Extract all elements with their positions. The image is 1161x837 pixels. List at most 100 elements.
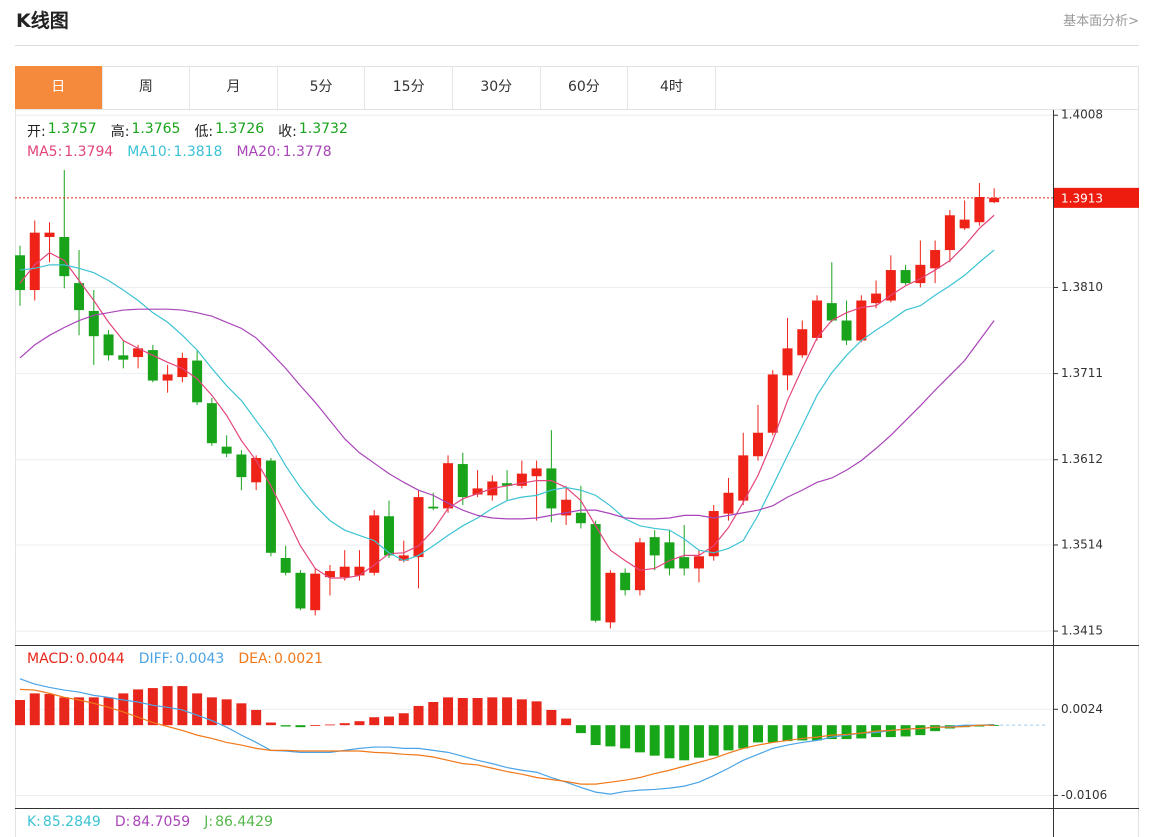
macd-bar	[398, 713, 409, 726]
candle-body	[118, 355, 129, 360]
macd-bar	[384, 716, 394, 726]
y-tick-label: 1.4008	[1061, 108, 1103, 122]
legend-value: 1.3794	[64, 144, 114, 160]
ma-legend: MA5: 1.3794 MA10: 1.3818 MA20: 1.3778	[27, 144, 346, 160]
info-label: 高:	[110, 124, 130, 140]
legend-label: D:	[114, 814, 131, 830]
candle-body	[339, 566, 350, 578]
macd-bar	[885, 725, 896, 738]
info-label: 低:	[194, 124, 214, 140]
info-value: 1.3765	[131, 121, 181, 137]
candle-body	[841, 320, 852, 341]
macd-bar	[88, 697, 99, 726]
macd-bar	[900, 725, 911, 737]
legend-label: J:	[204, 814, 214, 830]
tab[interactable]: 周	[103, 66, 191, 109]
macd-bar	[324, 724, 335, 726]
candle-body	[723, 492, 734, 514]
macd-bar	[59, 697, 70, 726]
candle-body	[472, 488, 483, 495]
candle-body	[959, 219, 970, 229]
candle-body	[74, 283, 85, 311]
legend-value: 0.0043	[175, 651, 225, 667]
macd-bar	[251, 709, 262, 726]
ma-line	[19, 214, 995, 579]
legend-value: 1.3818	[173, 144, 223, 160]
macd-bar	[797, 725, 808, 741]
candle-body	[915, 264, 926, 284]
tab[interactable]: 30分	[453, 66, 541, 109]
candle-body	[605, 572, 616, 623]
legend-label: MACD:	[27, 651, 74, 667]
legend-value: 86.4429	[215, 814, 273, 830]
candle-body	[177, 357, 188, 378]
macd-bar	[29, 693, 40, 726]
y-tick-label: -0.0106	[1061, 788, 1107, 802]
macd-bar	[339, 723, 350, 726]
kdj-legend: K: 85.2849 D: 84.7059 J: 86.4429	[27, 814, 287, 830]
macd-bar	[753, 725, 763, 743]
macd-bar	[74, 697, 85, 726]
macd-bar	[280, 725, 291, 727]
candle-body	[885, 270, 896, 301]
price-tag: 1.3913	[1061, 191, 1103, 205]
tab[interactable]: 15分	[365, 66, 453, 109]
macd-bar	[738, 725, 749, 749]
link[interactable]: 基本面分析>	[1063, 14, 1139, 29]
legend-value: 1.3778	[282, 144, 332, 160]
tab[interactable]: 60分	[541, 66, 629, 109]
price-tag-bg	[1054, 187, 1139, 208]
macd-bar	[206, 697, 217, 726]
candle-body	[679, 557, 690, 569]
macd-bar	[44, 694, 55, 726]
legend-label: MA10:	[127, 144, 172, 160]
candle-body	[664, 542, 675, 569]
candle-body	[708, 511, 719, 557]
tab[interactable]: 4时	[628, 66, 716, 109]
candle-body	[384, 516, 394, 556]
candle-body	[782, 348, 793, 376]
tab[interactable]: 月	[190, 66, 278, 109]
ohlc-info: 开: 1.3757 高: 1.3765 低: 1.3726 收: 1.3732	[27, 121, 362, 141]
legend-value: 0.0021	[274, 651, 324, 667]
macd-bar	[516, 699, 527, 726]
macd-bar	[634, 725, 645, 753]
macd-line	[19, 688, 995, 785]
macd-bar	[487, 697, 498, 726]
candle-body	[753, 432, 763, 457]
legend-value: 0.0044	[75, 651, 125, 667]
candle-body	[738, 455, 749, 501]
candle-body	[826, 303, 837, 321]
legend-value: 85.2849	[42, 814, 101, 830]
macd-bar	[930, 725, 941, 732]
candle-body	[206, 403, 217, 444]
candle-body	[44, 232, 55, 238]
macd-bar	[664, 725, 675, 759]
candle-body	[413, 497, 424, 558]
y-tick-label: 0.0024	[1061, 702, 1103, 716]
macd-bar	[162, 686, 173, 726]
candle-body	[295, 572, 306, 609]
frame	[15, 66, 1139, 837]
macd-bar	[782, 725, 793, 742]
page-title: K线图	[16, 10, 69, 32]
macd-bar	[649, 725, 660, 756]
candle-body	[354, 566, 365, 576]
macd-line	[19, 678, 995, 795]
tab[interactable]: 日	[15, 66, 103, 109]
macd-bar	[369, 717, 380, 726]
macd-bar	[428, 701, 439, 726]
macd-bar	[103, 697, 114, 726]
tab[interactable]: 5分	[278, 66, 366, 109]
macd-bar	[826, 725, 837, 740]
macd-bar	[531, 701, 542, 726]
info-value: 1.3757	[47, 121, 97, 137]
candle-body	[443, 463, 454, 509]
macd-bar	[605, 725, 616, 747]
candle-body	[192, 360, 203, 403]
macd-bar	[708, 725, 719, 756]
candle-body	[871, 293, 882, 304]
candle-body	[575, 512, 586, 524]
macd-bar	[177, 686, 188, 726]
